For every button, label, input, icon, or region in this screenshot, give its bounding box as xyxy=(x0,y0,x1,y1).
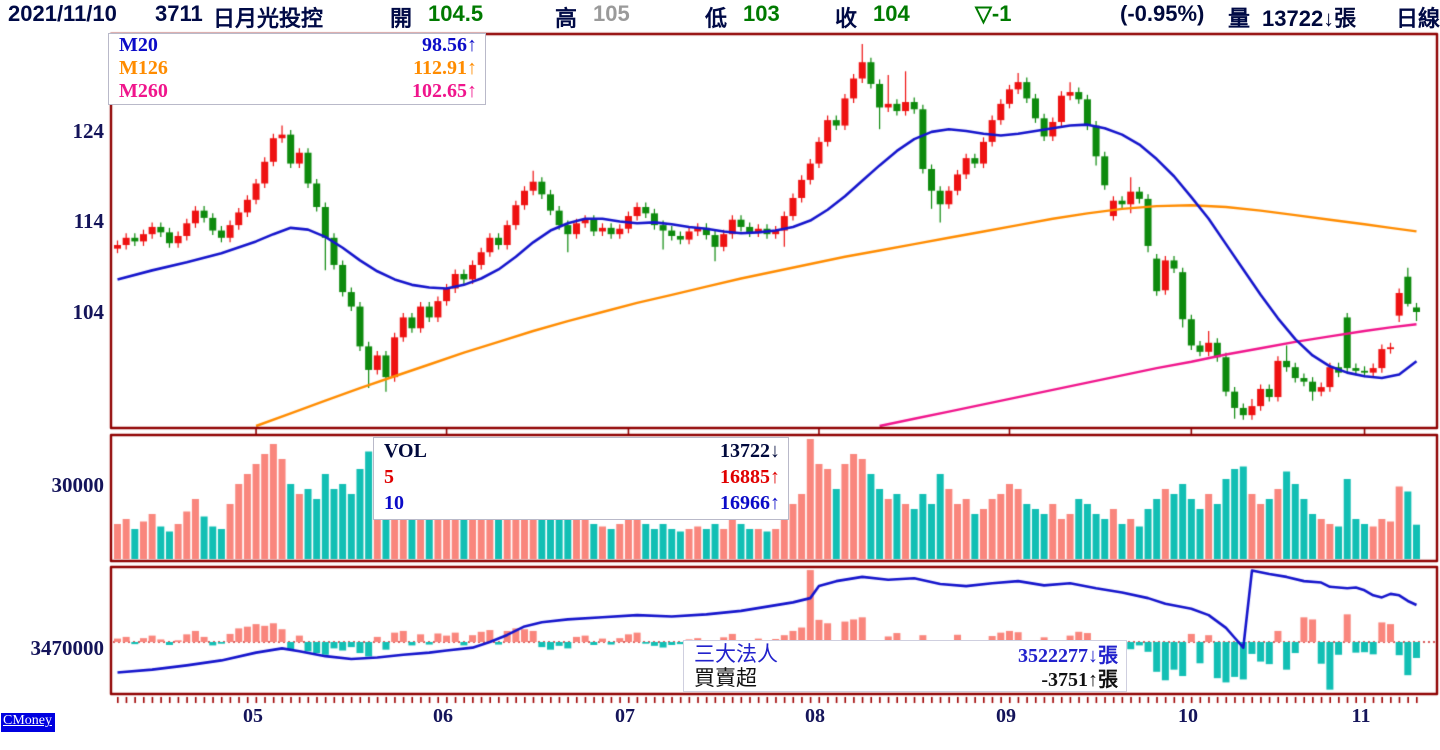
vol-ma5-label: 5 xyxy=(384,465,394,488)
header-stock-name: 日月光投控 xyxy=(213,6,324,31)
vol-ma10-legend-row: 10 16966↑ xyxy=(374,490,788,516)
low-label: 低 xyxy=(705,6,728,31)
period-label: 日線 xyxy=(1396,6,1440,31)
open-value: 104.5 xyxy=(428,1,484,26)
institutional-total-row: 三大法人 3522277↓張 xyxy=(684,641,1126,667)
month-label-06: 06 xyxy=(433,705,453,727)
volume-tick: 30000 xyxy=(51,473,105,497)
net-buy-sell-label: 買賣超 xyxy=(694,667,757,690)
ma20-label: M20 xyxy=(119,34,158,56)
institutional-label: 三大法人 xyxy=(694,643,778,666)
ma20-value: 98.56↑ xyxy=(422,34,477,56)
price-change-percent: (-0.95%) xyxy=(1120,1,1205,26)
institutional-tick: 3470000 xyxy=(30,636,105,660)
ma126-legend-row: M126 112.91↑ xyxy=(109,57,485,80)
institutional-total-value: 3522277↓張 xyxy=(1018,644,1118,667)
vol-ma5-legend-row: 5 16885↑ xyxy=(374,464,788,490)
institutional-net-row: 買賣超 -3751↑張 xyxy=(684,665,1126,691)
month-label-05: 05 xyxy=(243,705,263,727)
month-label-10: 10 xyxy=(1178,705,1198,727)
ma126-label: M126 xyxy=(119,57,168,79)
net-buy-sell-value: -3751↑張 xyxy=(1041,668,1118,691)
high-value: 105 xyxy=(593,1,630,26)
ma20-legend-row: M20 98.56↑ xyxy=(109,34,485,57)
ma260-legend-row: M260 102.65↑ xyxy=(109,80,485,103)
ma-legend-box: M20 98.56↑ M126 112.91↑ M260 102.65↑ xyxy=(108,33,486,105)
ma126-value: 112.91↑ xyxy=(413,57,477,79)
volume-value: 13722↓張 xyxy=(1262,6,1357,31)
header-date: 2021/11/10 xyxy=(8,1,117,26)
ma260-label: M260 xyxy=(119,80,168,102)
price-tick-124: 124 xyxy=(72,119,105,143)
vol-ma10-value: 16966↑ xyxy=(720,491,780,514)
volume-label: 量 xyxy=(1228,6,1251,31)
low-value: 103 xyxy=(743,1,780,26)
close-value: 104 xyxy=(873,1,910,26)
vol-legend-row: VOL 13722↓ xyxy=(374,438,788,464)
price-change: ▽-1 xyxy=(975,1,1012,26)
price-tick-104: 104 xyxy=(72,300,105,324)
vol-label: VOL xyxy=(384,439,427,462)
month-label-08: 08 xyxy=(805,705,825,727)
month-label-11: 11 xyxy=(1351,705,1371,727)
vol-ma5-value: 16885↑ xyxy=(720,465,780,488)
cmoney-logo[interactable]: CMoney xyxy=(1,713,55,732)
price-tick-114: 114 xyxy=(73,209,104,233)
header-stock-code: 3711 xyxy=(155,1,203,26)
open-label: 開 xyxy=(390,6,413,31)
volume-legend-box: VOL 13722↓ 5 16885↑ 10 16966↑ xyxy=(373,437,789,520)
institutional-legend-box: 三大法人 3522277↓張 買賣超 -3751↑張 xyxy=(683,640,1127,692)
month-label-09: 09 xyxy=(996,705,1016,727)
high-label: 高 xyxy=(555,6,578,31)
vol-ma10-label: 10 xyxy=(384,491,404,514)
vol-value: 13722↓ xyxy=(720,439,780,462)
close-label: 收 xyxy=(835,6,858,31)
month-label-07: 07 xyxy=(615,705,635,727)
ma260-value: 102.65↑ xyxy=(412,80,477,102)
